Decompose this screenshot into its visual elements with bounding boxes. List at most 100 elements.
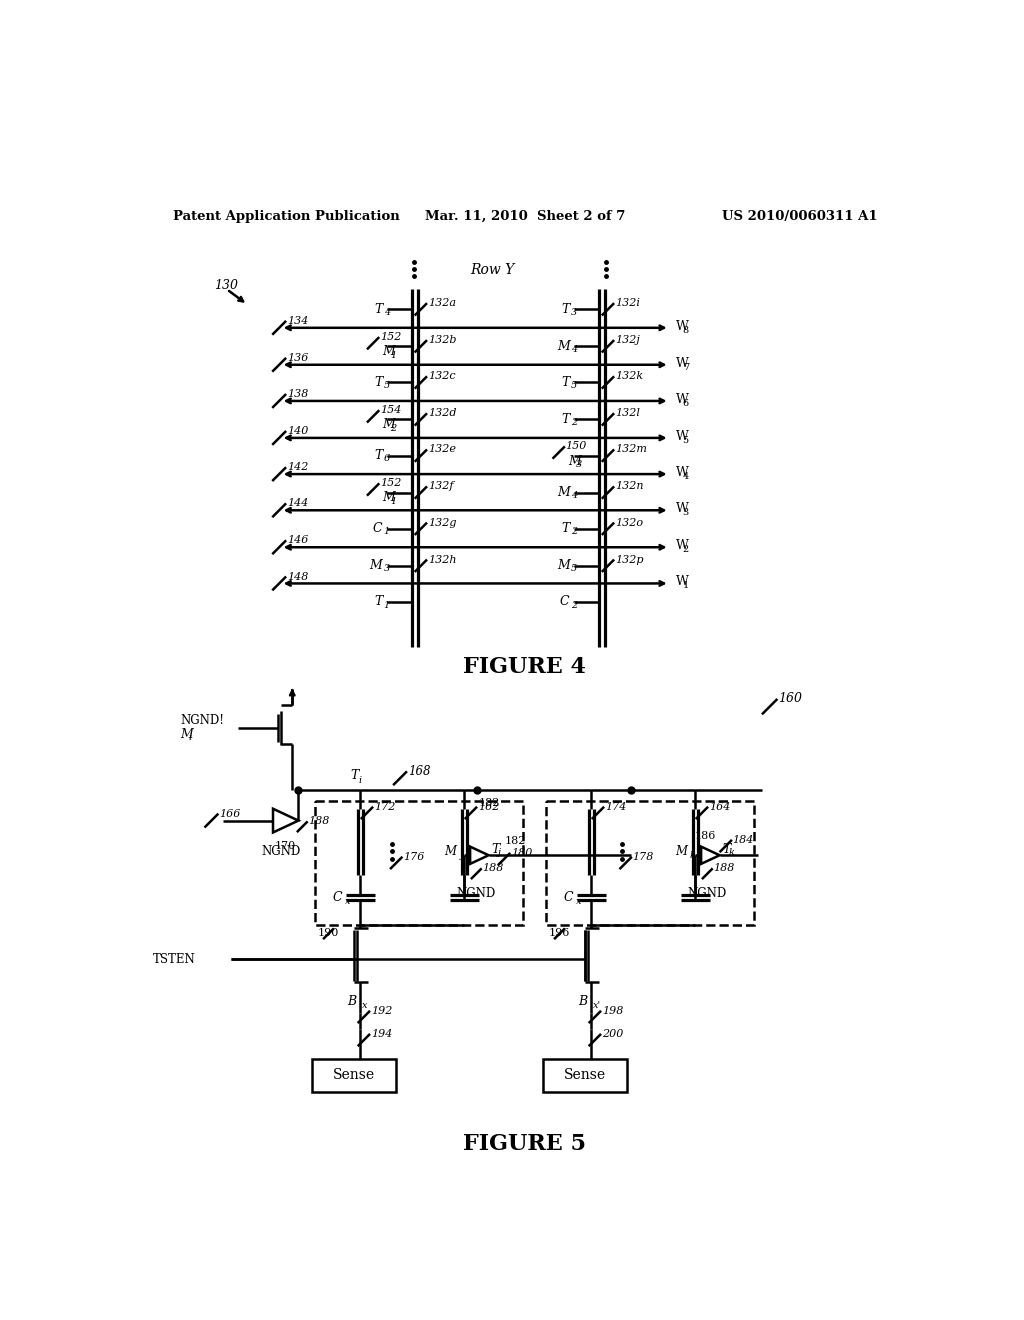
Text: 200: 200	[602, 1028, 624, 1039]
Text: W: W	[676, 356, 688, 370]
Text: 170: 170	[274, 841, 296, 851]
Text: 142: 142	[287, 462, 308, 473]
Text: 132p: 132p	[614, 554, 643, 565]
Text: 132j: 132j	[614, 335, 640, 345]
Text: 2: 2	[390, 424, 396, 433]
Text: j: j	[461, 851, 464, 859]
Text: T: T	[561, 413, 569, 426]
Text: 180: 180	[511, 847, 532, 858]
Text: 1: 1	[384, 601, 390, 610]
Text: 168: 168	[408, 764, 430, 777]
Text: M: M	[675, 845, 687, 858]
Text: 138: 138	[287, 389, 308, 399]
Text: T: T	[722, 842, 730, 855]
Text: FIGURE 4: FIGURE 4	[464, 656, 586, 677]
Text: NGND: NGND	[262, 845, 301, 858]
Text: k: k	[689, 851, 695, 859]
Text: 132m: 132m	[614, 445, 647, 454]
Text: 166: 166	[219, 809, 241, 818]
Text: M: M	[382, 491, 395, 504]
Text: 188: 188	[482, 863, 504, 874]
Text: T: T	[350, 770, 358, 781]
Text: C: C	[333, 891, 342, 904]
Text: M: M	[557, 560, 569, 573]
Text: 144: 144	[287, 499, 308, 508]
Text: NGND: NGND	[457, 887, 496, 900]
Text: 162: 162	[478, 801, 500, 812]
Text: T: T	[374, 302, 382, 315]
Bar	[315, 801, 523, 924]
Text: 198: 198	[602, 1006, 624, 1016]
Text: T: T	[374, 449, 382, 462]
Text: C: C	[373, 523, 382, 536]
Text: 188: 188	[714, 863, 735, 874]
Text: 134: 134	[287, 315, 308, 326]
Text: 190: 190	[317, 928, 339, 939]
Text: 4: 4	[384, 308, 390, 317]
Text: 178: 178	[633, 851, 654, 862]
Text: 132g: 132g	[428, 517, 457, 528]
Text: Patent Application Publication: Patent Application Publication	[173, 210, 399, 223]
Text: 5: 5	[683, 436, 689, 445]
Text: M: M	[382, 418, 395, 432]
Text: 2: 2	[571, 528, 578, 536]
Text: 3: 3	[384, 565, 390, 573]
Text: Sense: Sense	[333, 1068, 375, 1082]
Text: 132k: 132k	[614, 371, 643, 381]
Text: 132c: 132c	[428, 371, 456, 381]
Text: 132l: 132l	[614, 408, 640, 418]
Text: 2: 2	[571, 601, 578, 610]
Text: 132n: 132n	[614, 482, 643, 491]
Text: T: T	[490, 842, 500, 855]
Text: 4: 4	[571, 345, 578, 354]
Bar	[543, 1059, 628, 1092]
Bar	[311, 1059, 396, 1092]
Text: 4: 4	[683, 473, 689, 480]
Text: 1: 1	[384, 528, 390, 536]
Text: 130: 130	[214, 279, 238, 292]
Text: 146: 146	[287, 536, 308, 545]
Text: 7: 7	[683, 363, 689, 371]
Text: C: C	[563, 891, 573, 904]
Text: 160: 160	[778, 693, 802, 705]
Text: Sense: Sense	[564, 1068, 606, 1082]
Text: 192: 192	[371, 1006, 392, 1016]
Text: k: k	[729, 849, 735, 858]
Text: x': x'	[593, 1001, 601, 1010]
Text: 4: 4	[571, 491, 578, 500]
Text: 184: 184	[733, 834, 754, 845]
Text: T: T	[561, 302, 569, 315]
Text: 174: 174	[605, 801, 627, 812]
Text: 154: 154	[380, 405, 401, 416]
Text: 152: 152	[380, 333, 401, 342]
Text: x: x	[361, 1001, 367, 1010]
Text: 5: 5	[571, 381, 578, 389]
Text: M: M	[557, 486, 569, 499]
Text: W: W	[676, 502, 688, 515]
Text: T: T	[561, 523, 569, 536]
Text: 1: 1	[390, 498, 396, 507]
Text: 132e: 132e	[428, 445, 456, 454]
Text: Mar. 11, 2010  Sheet 2 of 7: Mar. 11, 2010 Sheet 2 of 7	[425, 210, 625, 223]
Text: W: W	[676, 466, 688, 479]
Text: 132b: 132b	[428, 335, 457, 345]
Text: C: C	[560, 595, 569, 609]
Text: x: x	[575, 898, 581, 906]
Text: 3: 3	[571, 308, 578, 317]
Text: 194: 194	[371, 1028, 392, 1039]
Text: NGND!: NGND!	[180, 714, 224, 727]
Text: 132i: 132i	[614, 298, 640, 308]
Text: 132h: 132h	[428, 554, 457, 565]
Text: 2: 2	[683, 545, 689, 554]
Text: Row Y: Row Y	[470, 263, 515, 277]
Text: 3: 3	[683, 508, 689, 517]
Text: j: j	[498, 849, 501, 858]
Text: 140: 140	[287, 426, 308, 436]
Text: W: W	[676, 319, 688, 333]
Text: 172: 172	[374, 801, 395, 812]
Text: 132o: 132o	[614, 517, 643, 528]
Text: W: W	[676, 393, 688, 407]
Text: 132d: 132d	[428, 408, 457, 418]
Text: 150: 150	[565, 441, 587, 451]
Text: M: M	[568, 454, 581, 467]
